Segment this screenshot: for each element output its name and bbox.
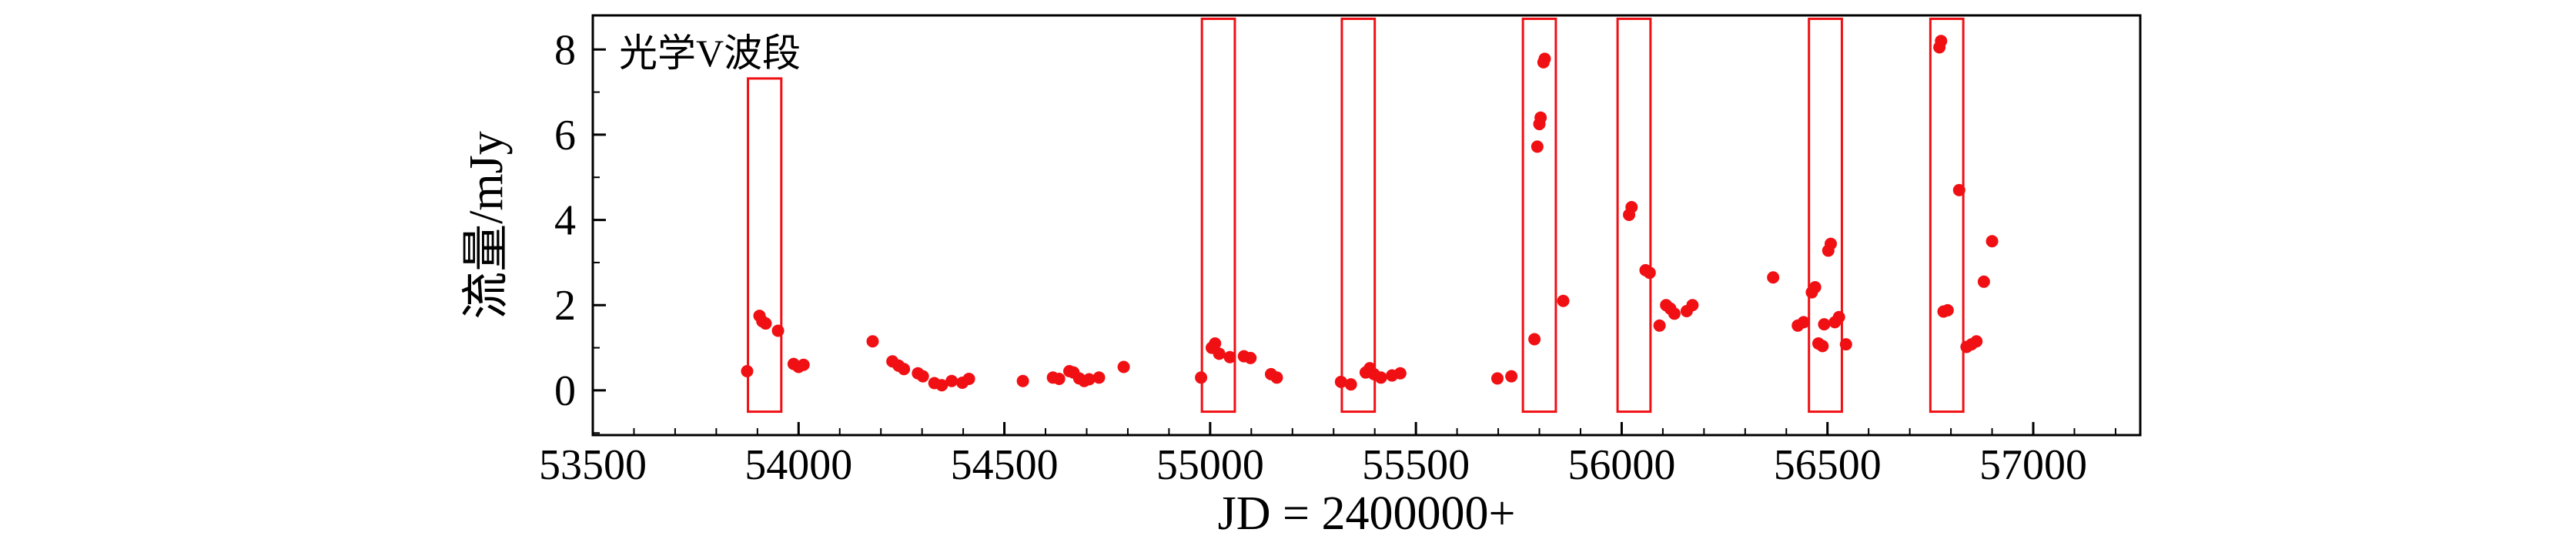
data-point (1344, 378, 1357, 391)
data-point (1816, 340, 1829, 353)
data-point (1653, 319, 1666, 332)
data-point (1117, 360, 1130, 373)
highlight-box (1929, 17, 1965, 414)
plot-frame (591, 14, 2142, 437)
data-point (1223, 350, 1236, 363)
y-tick-label: 6 (554, 112, 576, 159)
data-point (1016, 374, 1029, 387)
x-tick-label: 54000 (744, 441, 852, 489)
data-point (1668, 307, 1681, 320)
data-point (1808, 281, 1822, 294)
data-point (1538, 52, 1551, 65)
data-point (898, 363, 911, 376)
data-point (1244, 351, 1257, 364)
y-tick-label: 4 (554, 197, 576, 245)
data-point (1531, 140, 1544, 153)
data-point (1393, 367, 1407, 380)
data-point (741, 365, 754, 378)
data-point (1970, 335, 1983, 348)
x-tick-label: 55000 (1156, 441, 1264, 489)
highlight-box (1200, 17, 1236, 414)
highlight-box (747, 77, 783, 414)
data-point (1986, 235, 1999, 248)
band-annotation: 光学V波段 (619, 32, 801, 75)
data-point (1052, 372, 1066, 385)
data-point (1195, 371, 1208, 384)
data-point (1528, 333, 1541, 346)
x-tick-label: 56000 (1567, 441, 1675, 489)
y-tick-label: 0 (554, 367, 576, 415)
data-point (945, 374, 958, 387)
data-point (1374, 371, 1387, 384)
highlight-box (1616, 17, 1652, 414)
y-tick-label: 8 (554, 26, 576, 74)
data-point (1818, 318, 1831, 331)
data-point (1839, 338, 1852, 351)
data-point (1977, 275, 1990, 288)
x-tick-label: 53500 (539, 441, 647, 489)
data-point (1686, 299, 1699, 312)
data-point (1952, 183, 1965, 196)
data-point (1082, 373, 1096, 386)
data-point (1334, 375, 1347, 388)
data-point (1832, 310, 1845, 323)
y-tick-label: 2 (554, 282, 576, 330)
data-point (1767, 271, 1780, 284)
data-point (1209, 337, 1222, 350)
data-point (1935, 35, 1948, 48)
y-axis-label: 流量/mJy (460, 131, 513, 320)
data-point (866, 335, 879, 348)
data-point (1643, 266, 1656, 280)
data-point (1213, 347, 1226, 360)
data-point (1534, 111, 1547, 124)
highlight-box (1340, 17, 1377, 414)
data-point (1092, 371, 1106, 384)
data-point (1270, 371, 1283, 384)
data-point (797, 358, 810, 371)
data-point (1557, 294, 1570, 307)
data-point (1941, 303, 1954, 317)
data-point (1625, 200, 1638, 213)
x-tick-label: 56500 (1774, 441, 1882, 489)
x-tick-label: 55500 (1362, 441, 1470, 489)
data-point (1797, 316, 1810, 329)
highlight-box (1521, 17, 1557, 414)
data-point (1505, 370, 1518, 383)
data-point (759, 317, 772, 330)
x-tick-label: 54500 (951, 441, 1059, 489)
highlight-box (1808, 17, 1843, 414)
data-point (962, 372, 975, 385)
data-point (935, 379, 948, 392)
data-point (1825, 237, 1837, 250)
data-point (1490, 372, 1504, 385)
data-point (916, 370, 929, 383)
x-tick-label: 57000 (1979, 441, 2087, 489)
x-axis-label: JD = 2400000+ (1218, 487, 1516, 540)
data-point (771, 324, 785, 337)
